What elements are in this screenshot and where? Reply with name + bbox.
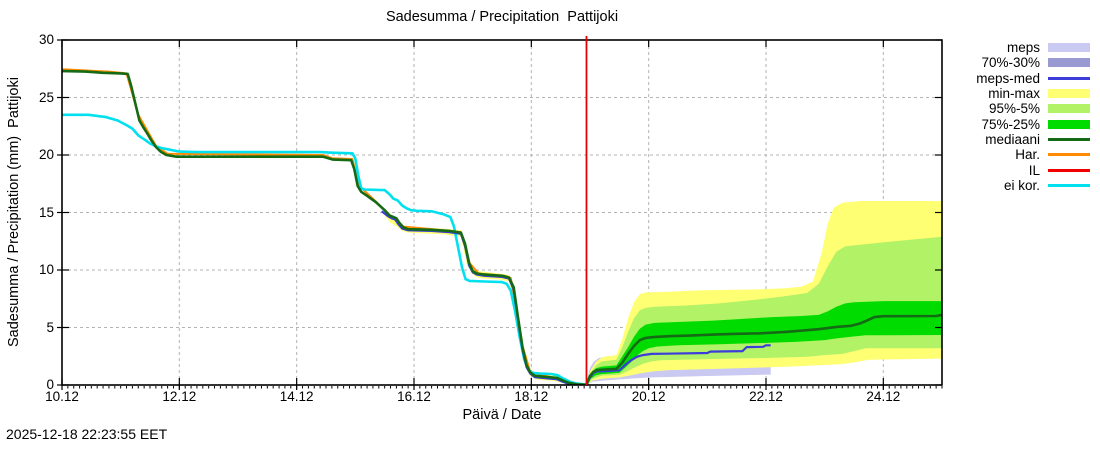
legend-item-75-25-: 75%-25%: [976, 116, 1090, 132]
legend-item-har-: Har.: [976, 147, 1090, 162]
data-lines: [62, 68, 942, 385]
band-p95-5: [586, 236, 942, 385]
x-tick-label: 18.12: [514, 389, 549, 404]
legend-swatch-line: [1048, 168, 1090, 172]
legend-label: Har.: [1015, 147, 1040, 163]
legend-swatch-band: [1048, 119, 1090, 129]
band-minmax-hindcast: [384, 211, 587, 385]
y-tick-label: 30: [38, 32, 54, 47]
legend-label: meps-med: [976, 70, 1040, 86]
y-tick-label: 15: [38, 204, 54, 220]
line-mediaani: [62, 69, 942, 385]
legend-item-mediaani: mediaani: [976, 132, 1090, 147]
x-tick-label: 16.12: [397, 389, 431, 404]
legend-swatch-band: [1048, 104, 1090, 114]
chart-title: Sadesumma / Precipitation Pattijoki: [385, 9, 619, 25]
x-tick-label: 12.12: [162, 389, 197, 404]
legend-label: meps: [1006, 40, 1040, 56]
timestamp: 2025-12-18 22:23:55 EET: [6, 426, 168, 442]
plot-border: [61, 39, 943, 386]
legend-label: ei kor.: [1003, 177, 1040, 193]
legend-item-meps-med: meps-med: [976, 71, 1090, 86]
x-minor-ticks: [61, 386, 943, 389]
legend-swatch-line: [1048, 76, 1090, 80]
x-tick-label: 24.12: [866, 389, 901, 404]
y-tick-label: 20: [38, 147, 54, 162]
y-tick-label: 25: [38, 89, 54, 105]
legend-label: min-max: [988, 86, 1040, 102]
x-tick-label: 20.12: [631, 389, 666, 404]
legend-swatch-line: [1048, 153, 1090, 157]
legend-label: 70%-30%: [981, 55, 1040, 71]
legend-swatch-line: [1048, 183, 1090, 187]
x-tick-label: 14.12: [279, 389, 314, 404]
y-tick-label: 10: [38, 262, 54, 277]
legend-item-95-5-: 95%-5%: [976, 101, 1090, 116]
legend-item-il: IL: [976, 162, 1090, 178]
band-p75-25: [586, 301, 942, 385]
legend-swatch-band: [1048, 89, 1090, 99]
legend-label: 95%-5%: [988, 101, 1040, 117]
x-tick-label: 10.12: [45, 389, 79, 404]
legend-swatch-band: [1048, 58, 1090, 68]
legend-item-min-max: min-max: [976, 86, 1090, 101]
legend-item-ei-kor-: ei kor.: [976, 178, 1090, 193]
y-tick-label: 5: [46, 319, 54, 335]
legend-item-meps: meps: [976, 40, 1090, 55]
probability-bands: [384, 201, 942, 385]
legend-swatch-line: [1048, 137, 1090, 141]
legend-label: mediaani: [985, 131, 1040, 147]
legend-item-70-30-: 70%-30%: [976, 55, 1090, 70]
legend-swatch-band: [1048, 43, 1090, 53]
legend-label: 75%-25%: [981, 116, 1040, 132]
x-tick-label: 22.12: [749, 389, 783, 404]
line-Har.: [62, 68, 587, 385]
legend-label: IL: [1028, 162, 1040, 178]
x-axis-label: Päivä / Date: [462, 407, 542, 423]
y-tick-label: 0: [46, 377, 54, 392]
legend: meps 70%-30% meps-med min-max 95%-5% 75%-25% m…: [976, 40, 1090, 193]
